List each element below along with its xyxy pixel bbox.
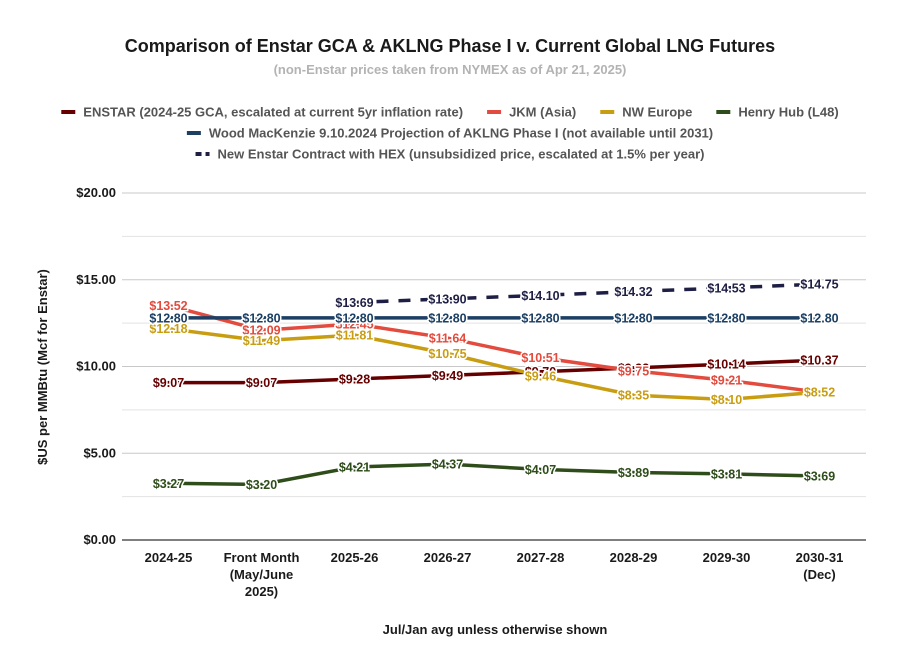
data-label: $14.75 [800,278,838,292]
legend-item: ENSTAR (2024-25 GCA, escalated at curren… [61,105,463,120]
data-label: $9.07 [153,376,184,390]
x-tick-label: 2027-28 [517,550,565,565]
legend-item: Wood MacKenzie 9.10.2024 Projection of A… [186,126,713,141]
data-label: $11.64 [429,332,467,346]
chart-subtitle: (non-Enstar prices taken from NYMEX as o… [274,62,627,77]
data-label: $3.69 [804,469,835,483]
y-tick-label: $0.00 [83,532,116,547]
chart-title: Comparison of Enstar GCA & AKLNG Phase I… [125,36,775,56]
x-tick-label: 2030-31 (Dec) [796,550,844,582]
legend-item: New Enstar Contract with HEX (unsubsidiz… [195,147,705,162]
data-label: $14.53 [707,281,745,295]
data-label: $8.35 [618,389,649,403]
data-label: $10.14 [707,358,745,372]
data-label: $3.27 [153,477,184,491]
data-label: $12.80 [335,311,373,325]
data-label: $8.10 [711,393,742,407]
data-label: $12.80 [242,311,280,325]
data-label: $12.80 [707,311,745,325]
data-label: $4.37 [432,458,463,472]
data-label: $3.89 [618,466,649,480]
series-line-3 [166,462,822,487]
y-tick-label: $5.00 [83,445,116,460]
data-label: $9.49 [432,369,463,383]
legend-label: Wood MacKenzie 9.10.2024 Projection of A… [209,126,713,141]
data-label: $9.28 [339,372,370,386]
legend: ENSTAR (2024-25 GCA, escalated at curren… [61,105,839,162]
y-tick-label: $15.00 [76,272,116,287]
data-label: $4.21 [339,460,370,474]
y-axis-ticks: $0.00 $5.00 $10.00 $15.00 $20.00 [76,185,116,547]
data-label: $13.52 [149,299,187,313]
y-tick-label: $10.00 [76,359,116,374]
legend-label: New Enstar Contract with HEX (unsubsidiz… [218,147,705,162]
x-tick-label: 2025-26 [331,550,379,565]
x-tick-label: 2029-30 [703,550,751,565]
data-label: $11.49 [243,334,281,348]
data-label: $3.81 [711,467,742,481]
series-lines [166,282,822,487]
data-label: $12.80 [521,311,559,325]
x-tick-label: 2026-27 [424,550,472,565]
data-label: $10.37 [800,354,838,368]
series-line-0 [166,358,822,385]
data-label: $3.20 [246,478,277,492]
legend-label: JKM (Asia) [509,105,576,120]
x-tick-label: 2028-29 [610,550,658,565]
data-label: $12.18 [149,322,187,336]
data-label: $9.46 [525,369,556,383]
data-label: $12.80 [149,311,187,325]
series-line-1 [166,303,822,394]
data-label: $13.90 [428,292,466,306]
data-label: $9.92 [618,361,649,375]
data-label: $12.45 [335,317,373,331]
data-labels: $9.07 $9.07 $9.28 $9.49 $9.70 $9.92 $10.14 $10.… [148,276,840,493]
data-label: $9.75 [618,364,649,378]
data-label: $13.69 [335,296,373,310]
data-label: $8.52 [804,386,835,400]
legend-item: NW Europe [600,105,692,120]
x-tick-label: 2024-25 [145,550,193,565]
y-tick-label: $20.00 [76,185,116,200]
data-label: $12.80 [428,311,466,325]
gridlines [122,192,866,541]
y-axis-label: $US per MMBtu (Mcf for Enstar) [35,269,50,465]
data-label: $9.07 [246,376,277,390]
data-label: $4.07 [525,463,556,477]
x-tick-label: Front Month (May/June 2025) [224,550,300,599]
data-label: $9.70 [525,365,556,379]
data-label: $12.09 [242,324,280,338]
data-label: $12.80 [614,311,652,325]
legend-label: ENSTAR (2024-25 GCA, escalated at curren… [83,105,463,120]
legend-item: Henry Hub (L48) [716,105,839,120]
x-axis-label: Jul/Jan avg unless otherwise shown [383,622,608,637]
legend-label: Henry Hub (L48) [738,105,838,120]
data-label: $11.81 [336,329,374,343]
data-label: $10.75 [428,347,466,361]
data-label: $9.21 [711,374,742,388]
data-label: $12.80 [800,311,838,325]
series-line-5 [354,282,820,305]
series-line-2 [166,326,822,402]
data-label: $10.51 [521,351,559,365]
data-label: $8.52 [804,386,835,400]
data-label: $14.10 [521,289,559,303]
x-axis-ticks: 2024-25 Front Month (May/June 2025) 2025-26 2… [145,550,844,599]
data-label: $14.32 [614,285,652,299]
legend-label: NW Europe [622,105,692,120]
legend-item: JKM (Asia) [487,105,576,120]
